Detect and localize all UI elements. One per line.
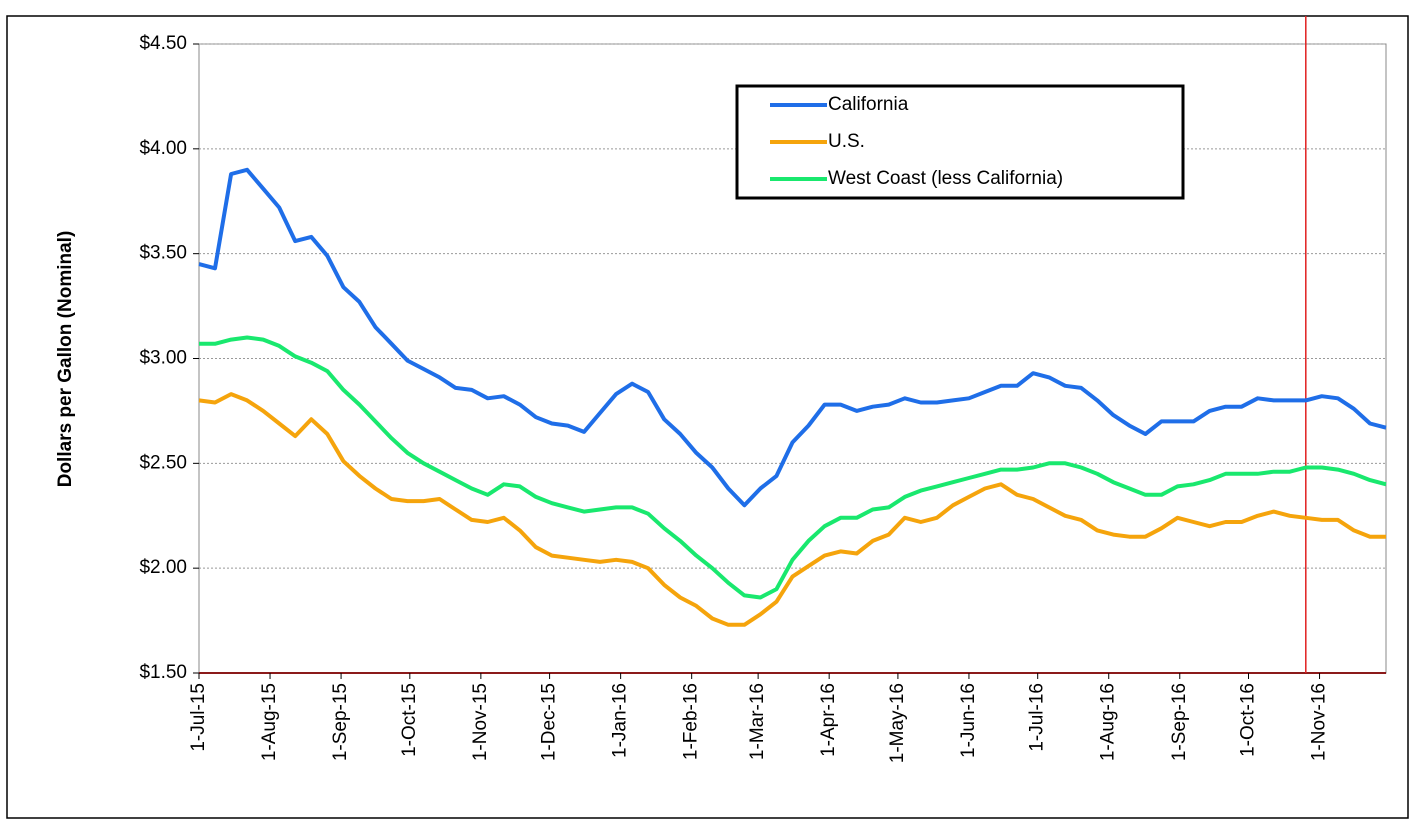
x-tick-label: 1-Sep-16	[1169, 683, 1190, 761]
series-line	[198, 392, 1386, 627]
x-tick-label: 1-Jul-15	[188, 683, 209, 752]
y-tick-label: $2.50	[139, 452, 187, 473]
y-tick-label: $3.50	[139, 243, 187, 264]
y-axis-title: Dollars per Gallon (Nominal)	[55, 231, 76, 488]
x-tick-label: 1-Apr-16	[818, 683, 839, 757]
y-tick-label: $2.00	[139, 557, 187, 578]
y-tick-label: $3.00	[139, 348, 187, 369]
y-tick-label: $4.50	[139, 33, 187, 54]
x-tick-label: 1-Jul-16	[1027, 683, 1048, 752]
y-tick-label: $4.00	[139, 138, 187, 159]
x-tick-label: 1-Aug-15	[259, 683, 280, 761]
legend-label: California	[828, 94, 909, 115]
series-line	[199, 335, 1387, 600]
legend-label: U.S.	[828, 131, 865, 152]
x-tick-label: 1-Dec-15	[539, 683, 560, 761]
x-tick-label: 1-Jun-16	[958, 683, 979, 758]
x-tick-label: 1-Mar-16	[747, 683, 768, 760]
legend: California U.S. West Coast (less Californi…	[735, 84, 1185, 200]
x-tick-label: 1-Aug-16	[1098, 683, 1119, 761]
x-tick-label: 1-Sep-15	[330, 683, 351, 761]
x-tick-label: 1-Jan-16	[610, 683, 631, 758]
legend-label: West Coast (less California)	[828, 168, 1063, 189]
series-line	[198, 167, 1387, 508]
x-tick-label: 1-Nov-15	[470, 683, 491, 761]
x-tick-label: 1-May-16	[887, 683, 908, 763]
chart-frame	[6, 15, 1409, 819]
x-tick-label: 1-Nov-16	[1309, 683, 1330, 761]
x-tick-label: 1-Oct-16	[1238, 683, 1259, 757]
x-tick-label: 1-Feb-16	[681, 683, 702, 760]
y-tick-label: $1.50	[139, 662, 187, 683]
x-tick-label: 1-Oct-15	[399, 683, 420, 757]
